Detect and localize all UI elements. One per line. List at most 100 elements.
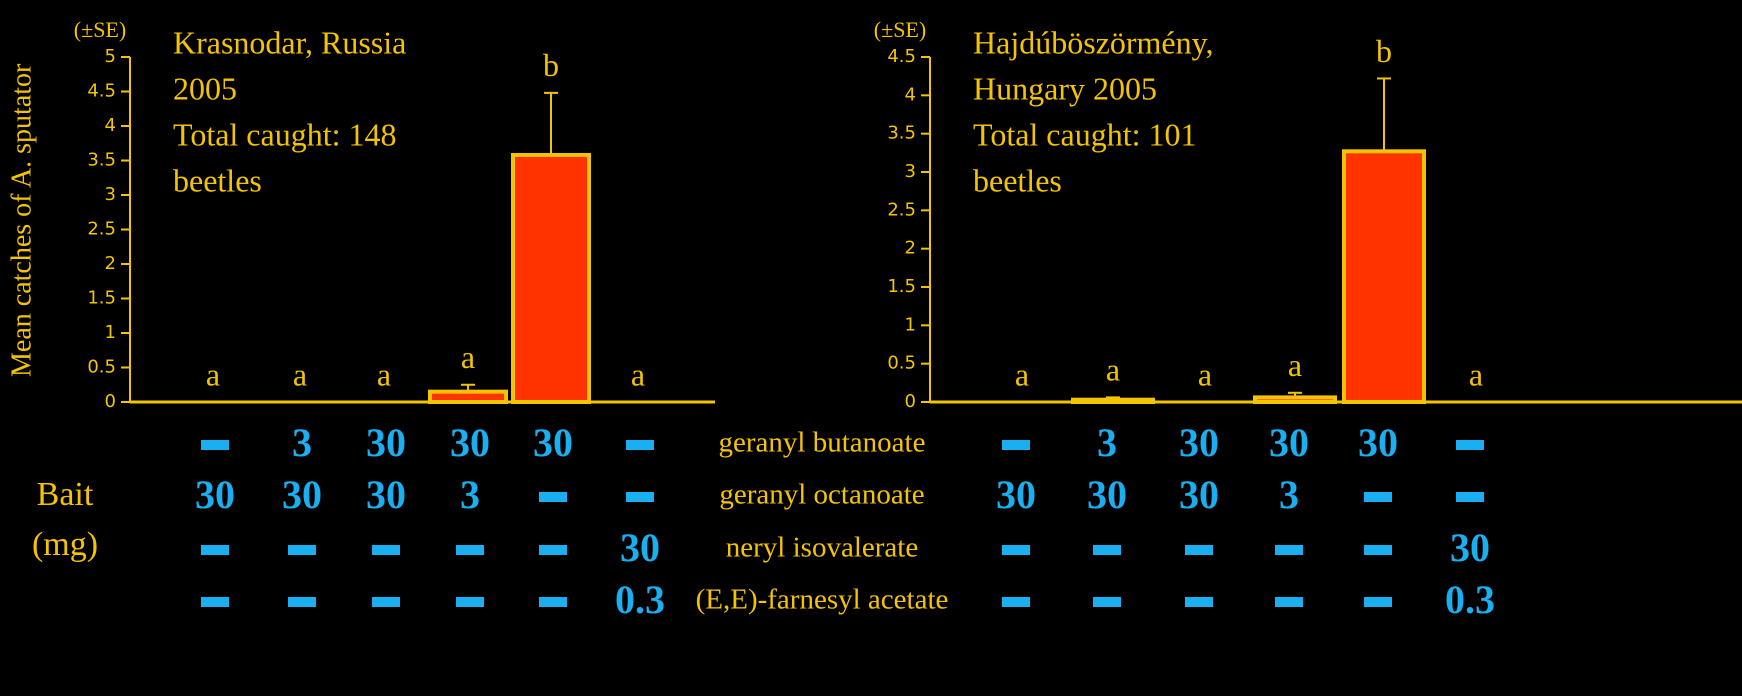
none-dash (1275, 545, 1303, 555)
bait-dose: 30 (533, 420, 573, 465)
none-dash (1185, 597, 1213, 607)
none-dash (539, 545, 567, 555)
bar (511, 152, 591, 404)
none-dash (1002, 545, 1030, 555)
bait-dose: 30 (620, 525, 660, 570)
none-dash (288, 545, 316, 555)
y-tick-label: 3.5 (887, 123, 916, 144)
bait-dose: 30 (1450, 525, 1490, 570)
none-dash (372, 545, 400, 555)
none-dash (1456, 440, 1484, 450)
bait-dose: 3 (292, 420, 312, 465)
none-dash (1002, 440, 1030, 450)
y-tick-label: 0.5 (887, 353, 916, 374)
bait-label: (mg) (32, 526, 98, 563)
y-tick-label: 2 (905, 238, 916, 259)
bait-dose: 30 (366, 420, 406, 465)
bait-dose: 30 (1179, 420, 1219, 465)
y-tick-label: 1 (105, 322, 116, 343)
bait-dose: 30 (1358, 420, 1398, 465)
y-tick-label: 2.5 (887, 199, 916, 220)
error-label: (±SE) (874, 17, 926, 42)
none-dash (1093, 545, 1121, 555)
y-tick-label: 3.5 (87, 150, 116, 171)
none-dash (456, 545, 484, 555)
none-dash (1456, 492, 1484, 502)
bait-dose: 3 (1279, 472, 1299, 517)
none-dash (539, 597, 567, 607)
none-dash (1275, 597, 1303, 607)
y-tick-label: 0.5 (87, 357, 116, 378)
significance-letter: a (206, 356, 220, 392)
error-label: (±SE) (74, 17, 126, 42)
y-tick-label: 0 (105, 391, 116, 412)
none-dash (201, 440, 229, 450)
bait-dose: 30 (1269, 420, 1309, 465)
y-tick-label: 1.5 (887, 276, 916, 297)
significance-letter: a (1469, 356, 1483, 392)
y-tick-label: 0 (905, 391, 916, 412)
compound-name: geranyl octanoate (719, 479, 924, 511)
panel-title: Hungary 2005 (973, 70, 1157, 106)
significance-letter: a (377, 356, 391, 392)
panel-title: beetles (173, 162, 262, 198)
significance-letter: b (1376, 33, 1392, 69)
none-dash (626, 440, 654, 450)
none-dash (201, 545, 229, 555)
y-tick-label: 4.5 (87, 81, 116, 102)
significance-letter: a (1198, 356, 1212, 392)
bait-label: Bait (37, 476, 94, 513)
bait-dose: 0.3 (615, 577, 665, 622)
none-dash (539, 492, 567, 502)
panel-title: Krasnodar, Russia (173, 24, 406, 60)
y-tick-label: 4 (105, 115, 116, 136)
bait-dose: 0.3 (1445, 577, 1495, 622)
bait-dose: 30 (1179, 472, 1219, 517)
significance-letter: a (1106, 352, 1120, 388)
y-axis-label: Mean catches of A. sputator (6, 63, 37, 377)
significance-letter: a (461, 339, 475, 375)
none-dash (1364, 597, 1392, 607)
y-tick-label: 5 (105, 46, 116, 67)
panel-title: Hajdúböszörmény, (973, 24, 1214, 60)
none-dash (201, 597, 229, 607)
y-tick-label: 3 (105, 184, 116, 205)
y-tick-label: 2 (105, 253, 116, 274)
panel-title: 2005 (173, 70, 237, 106)
significance-letter: b (543, 47, 559, 83)
significance-letter: a (631, 356, 645, 392)
bait-dose: 3 (460, 472, 480, 517)
bait-dose: 30 (195, 472, 235, 517)
bait-dose: 30 (282, 472, 322, 517)
none-dash (626, 492, 654, 502)
y-tick-label: 4 (905, 84, 916, 105)
none-dash (1002, 597, 1030, 607)
panel-title: Total caught: 148 (173, 116, 396, 152)
significance-letter: a (1288, 347, 1302, 383)
none-dash (372, 597, 400, 607)
bar (1342, 149, 1426, 404)
none-dash (1364, 492, 1392, 502)
compound-name: (E,E)-farnesyl acetate (696, 584, 949, 616)
bait-dose: 3 (1097, 420, 1117, 465)
none-dash (1185, 545, 1213, 555)
y-tick-label: 3 (905, 161, 916, 182)
panel-title: Total caught: 101 (973, 116, 1196, 152)
y-tick-label: 4.5 (887, 46, 916, 67)
none-dash (456, 597, 484, 607)
significance-letter: a (1015, 356, 1029, 392)
compound-name: geranyl butanoate (719, 427, 926, 459)
y-tick-label: 2.5 (87, 219, 116, 240)
none-dash (1364, 545, 1392, 555)
bait-dose: 30 (366, 472, 406, 517)
bait-dose: 30 (996, 472, 1036, 517)
bar (428, 389, 508, 404)
none-dash (1093, 597, 1121, 607)
y-tick-label: 1.5 (87, 288, 116, 309)
bait-dose: 30 (1087, 472, 1127, 517)
bait-dose: 30 (450, 420, 490, 465)
none-dash (288, 597, 316, 607)
panel-title: beetles (973, 162, 1062, 198)
y-tick-label: 1 (905, 314, 916, 335)
